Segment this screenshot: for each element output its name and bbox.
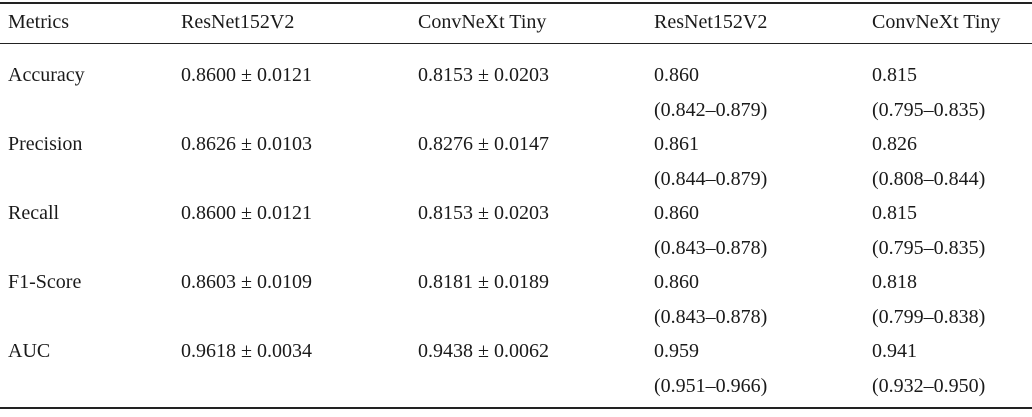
cv-cell: 0.9618 ± 0.0034: [181, 340, 312, 362]
test-value: 0.860: [654, 64, 699, 86]
test-ci: (0.932–0.950): [872, 375, 986, 397]
test-ci: (0.795–0.835): [872, 99, 986, 121]
header-cell: ConvNeXt Tiny: [418, 11, 547, 33]
test-value: 0.826: [872, 133, 917, 155]
header-rule: [0, 43, 1032, 44]
bottom-rule: [0, 407, 1032, 409]
metric-cell: Recall: [8, 202, 60, 224]
test-value: 0.818: [872, 271, 917, 293]
header-cell: ResNet152V2: [654, 11, 768, 33]
cv-cell: 0.8276 ± 0.0147: [418, 133, 549, 155]
test-ci: (0.843–0.878): [654, 306, 768, 328]
header-cell: ResNet152V2: [181, 11, 295, 33]
metric-cell: Accuracy: [8, 64, 85, 86]
test-value: 0.959: [654, 340, 699, 362]
test-value: 0.860: [654, 202, 699, 224]
top-rule: [0, 2, 1032, 4]
test-value: 0.941: [872, 340, 917, 362]
test-value: 0.860: [654, 271, 699, 293]
test-ci: (0.842–0.879): [654, 99, 768, 121]
cv-cell: 0.8181 ± 0.0189: [418, 271, 549, 293]
test-value: 0.861: [654, 133, 699, 155]
cv-cell: 0.8626 ± 0.0103: [181, 133, 312, 155]
test-value: 0.815: [872, 202, 917, 224]
header-cell: Metrics: [8, 11, 70, 33]
metric-cell: Precision: [8, 133, 83, 155]
test-ci: (0.844–0.879): [654, 168, 768, 190]
cv-cell: 0.8603 ± 0.0109: [181, 271, 312, 293]
test-ci: (0.951–0.966): [654, 375, 768, 397]
cv-cell: 0.8153 ± 0.0203: [418, 202, 549, 224]
metric-cell: AUC: [8, 340, 51, 362]
metric-cell: F1-Score: [8, 271, 82, 293]
test-ci: (0.843–0.878): [654, 237, 768, 259]
cv-cell: 0.8600 ± 0.0121: [181, 64, 312, 86]
cv-cell: 0.8600 ± 0.0121: [181, 202, 312, 224]
header-cell: ConvNeXt Tiny: [872, 11, 1001, 33]
test-value: 0.815: [872, 64, 917, 86]
cv-cell: 0.8153 ± 0.0203: [418, 64, 549, 86]
test-ci: (0.808–0.844): [872, 168, 986, 190]
test-ci: (0.799–0.838): [872, 306, 986, 328]
test-ci: (0.795–0.835): [872, 237, 986, 259]
cv-cell: 0.9438 ± 0.0062: [418, 340, 549, 362]
